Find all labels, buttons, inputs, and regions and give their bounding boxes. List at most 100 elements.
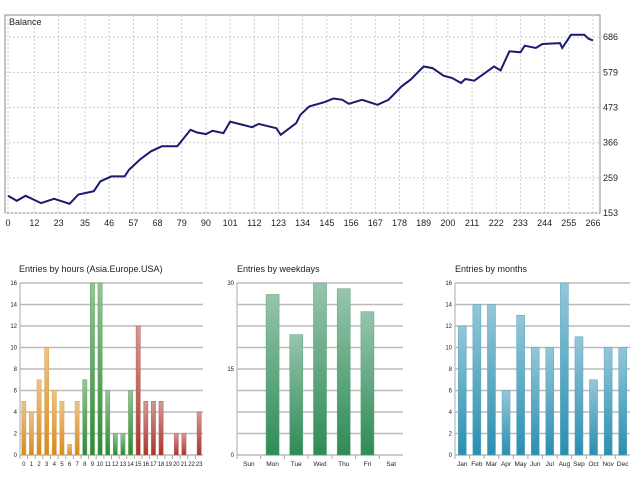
y-tick-label: 6	[14, 389, 18, 395]
bar-oct	[589, 379, 598, 456]
x-tick-label: 7	[76, 462, 80, 468]
x-tick-label: 23	[196, 462, 203, 468]
y-tick-label: 579	[603, 67, 618, 77]
y-tick-label: 10	[445, 346, 452, 352]
hours-chart: Entries by hours (Asia.Europe.USA) 0 2 4 6 8…	[10, 264, 203, 468]
bar-18	[158, 401, 164, 456]
x-tick-label: 10	[97, 462, 104, 468]
bar-12	[112, 433, 118, 456]
x-tick-label: 222	[489, 218, 504, 228]
x-tick-label: 134	[295, 218, 310, 228]
bar-23	[196, 411, 202, 456]
x-tick-label: Oct	[588, 461, 598, 468]
y-tick-label: 8	[14, 367, 18, 373]
x-tick-label: Jun	[530, 461, 541, 468]
bar-20	[173, 433, 179, 456]
x-tick-label: 156	[344, 218, 359, 228]
x-tick-label: Thu	[338, 461, 350, 468]
hours-title: Entries by hours (Asia.Europe.USA)	[19, 264, 163, 274]
x-tick-label: 20	[173, 462, 180, 468]
y-tick-label: 8	[449, 367, 453, 373]
x-tick-label: 112	[247, 218, 261, 228]
x-tick-label: 14	[127, 462, 134, 468]
bar-14	[128, 390, 133, 456]
x-tick-label: 68	[153, 218, 163, 228]
bar-mon	[265, 294, 280, 456]
x-tick-label: 11	[105, 462, 112, 468]
y-tick-label: 14	[445, 303, 452, 309]
x-tick-label: 21	[181, 462, 188, 468]
x-tick-label: 19	[165, 462, 172, 468]
y-tick-label: 30	[227, 281, 234, 287]
bar-tue	[289, 334, 304, 456]
x-tick-label: 145	[319, 218, 334, 228]
y-tick-label: 12	[10, 324, 17, 330]
x-tick-label: Jul	[546, 461, 555, 468]
balance-title: Balance	[9, 17, 42, 27]
weekdays-title: Entries by weekdays	[237, 264, 320, 274]
y-tick-label: 6	[449, 389, 453, 395]
x-tick-label: 12	[112, 462, 119, 468]
x-tick-label: Sun	[243, 461, 255, 468]
bar-0	[21, 401, 27, 456]
x-tick-label: 255	[561, 218, 576, 228]
x-tick-label: 0	[22, 462, 26, 468]
x-tick-label: 57	[128, 218, 138, 228]
x-tick-label: 18	[158, 462, 165, 468]
bar-21	[181, 433, 187, 456]
x-tick-label: Sep	[573, 461, 585, 468]
bar-jun	[530, 347, 540, 456]
x-tick-label: Apr	[501, 461, 512, 468]
bar-15	[135, 325, 141, 456]
bar-13	[120, 433, 126, 456]
bar-11	[105, 390, 111, 456]
weekdays-chart: Entries by weekdays 0 15 30 Sun Mon Tue Wed Thu…	[227, 264, 403, 468]
y-tick-label: 0	[231, 453, 235, 459]
y-tick-label: 259	[603, 173, 618, 183]
x-tick-label: Jan	[457, 461, 468, 468]
y-tick-label: 4	[14, 410, 18, 416]
bar-5	[59, 401, 65, 456]
x-tick-label: 90	[201, 218, 211, 228]
y-tick-label: 14	[10, 303, 17, 309]
bar-2	[36, 379, 42, 456]
y-tick-label: 16	[445, 281, 452, 287]
x-tick-label: 101	[223, 218, 238, 228]
bar-sep	[574, 336, 584, 456]
bar-thu	[336, 288, 351, 456]
bar-8	[82, 379, 88, 456]
bar-9	[90, 282, 95, 456]
y-tick-label: 686	[603, 32, 618, 42]
y-tick-label: 2	[449, 432, 453, 438]
y-tick-label: 16	[10, 281, 17, 287]
x-tick-label: Sat	[386, 461, 396, 468]
x-tick-label: 22	[188, 462, 195, 468]
x-tick-label: 2	[37, 462, 41, 468]
x-tick-label: 167	[368, 218, 383, 228]
balance-line	[7, 33, 594, 205]
x-tick-label: 5	[60, 462, 64, 468]
bar-wed	[313, 282, 327, 456]
months-title: Entries by months	[455, 264, 528, 274]
bar-3	[44, 347, 50, 456]
y-tick-label: 473	[603, 102, 618, 112]
x-tick-label: 189	[416, 218, 431, 228]
x-tick-label: 13	[120, 462, 127, 468]
bar-feb	[472, 304, 482, 456]
y-tick-label: 0	[14, 453, 18, 459]
y-tick-label: 4	[449, 410, 453, 416]
x-tick-label: 12	[29, 218, 39, 228]
y-tick-label: 0	[449, 453, 453, 459]
x-tick-label: 211	[465, 218, 479, 228]
x-tick-label: Tue	[291, 461, 302, 468]
bar-4	[51, 390, 57, 456]
bar-aug	[560, 282, 569, 456]
y-tick-label: 15	[227, 367, 234, 373]
bar-17	[151, 401, 156, 456]
bar-jul	[545, 347, 555, 456]
x-tick-label: Feb	[471, 461, 483, 468]
x-tick-label: 46	[104, 218, 114, 228]
y-tick-label: 12	[445, 324, 452, 330]
y-tick-label: 153	[603, 208, 618, 218]
